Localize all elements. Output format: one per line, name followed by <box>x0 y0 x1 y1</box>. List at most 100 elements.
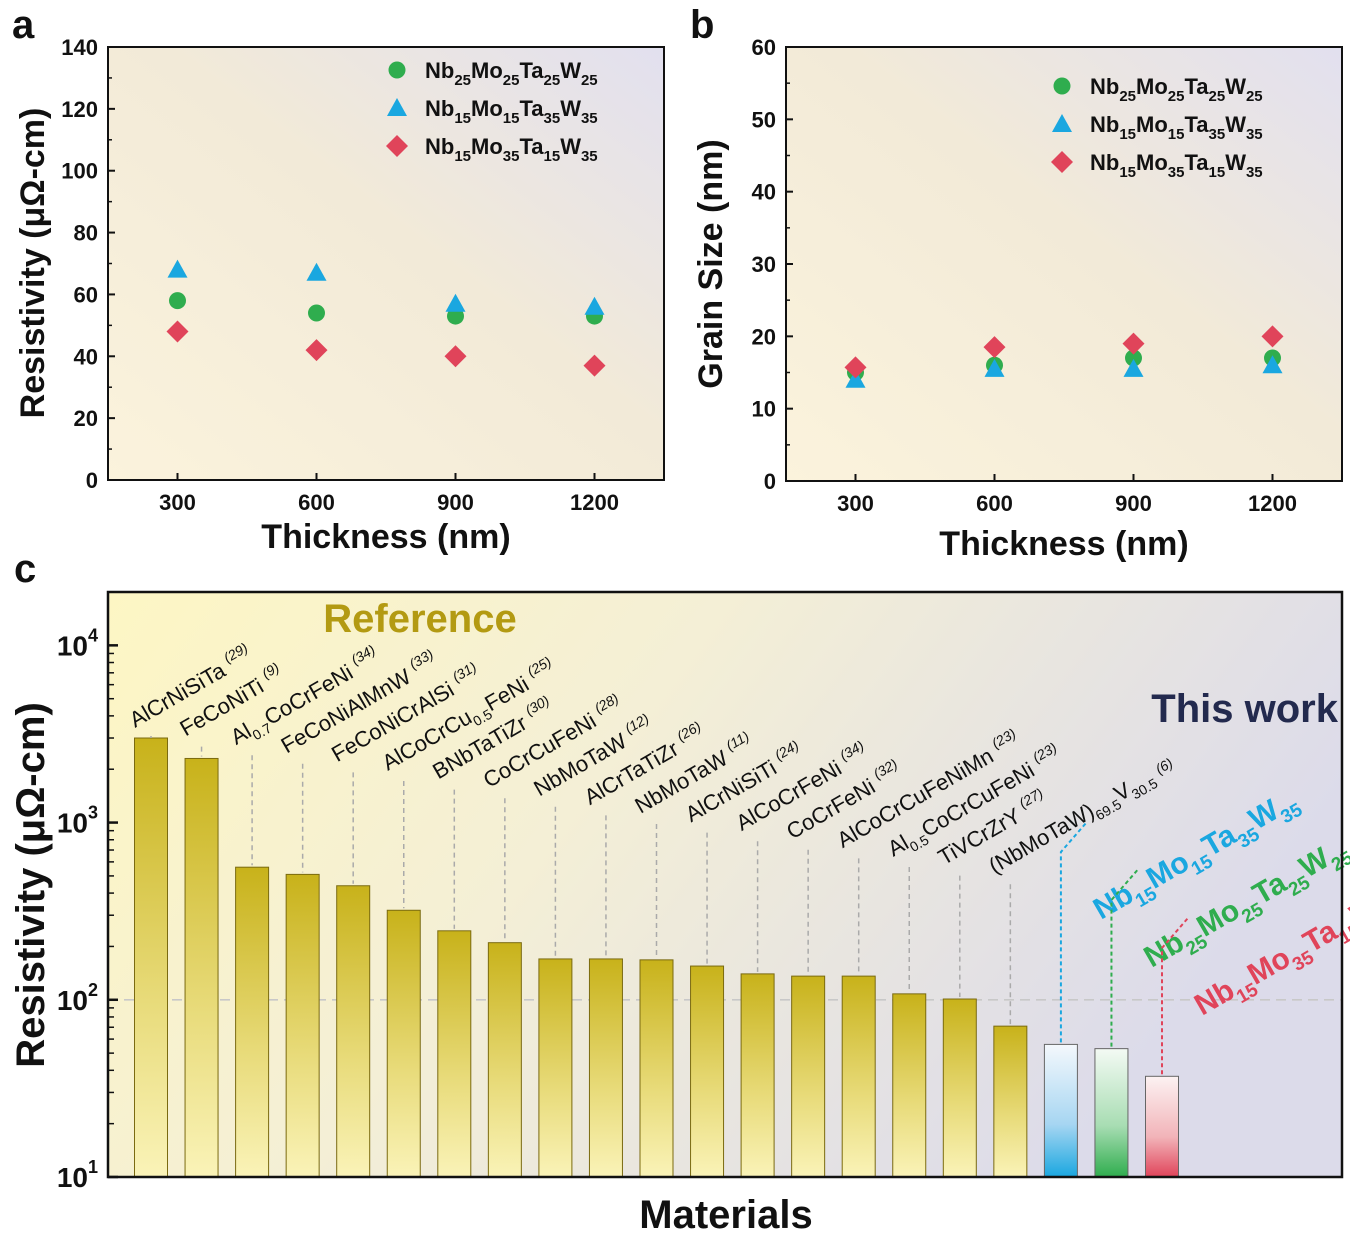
bar-bnbtatizr <box>437 930 472 1178</box>
legend-marker-circle <box>1053 77 1071 95</box>
panel-label-a: a <box>12 3 35 47</box>
y-tick-label: 30 <box>752 252 776 277</box>
bar-nb25mo25ta25w25 <box>1094 1048 1129 1178</box>
x-tick-label: 1200 <box>570 490 619 515</box>
legend-marker-diamond <box>386 135 408 157</box>
this-work-leader-line <box>1161 917 1189 1075</box>
bar-al0-5cocrcufeni <box>892 993 927 1178</box>
x-tick-label: 600 <box>298 490 335 515</box>
y-tick-label: 10 <box>752 397 776 422</box>
bar-feconialmnw <box>285 873 320 1178</box>
legend-marker-diamond <box>1051 151 1073 173</box>
bar-alcrnisita <box>134 737 168 1178</box>
point-triangle-1200nm <box>584 296 605 315</box>
panel-a-plot-area <box>107 46 665 481</box>
bar-nbmotaw <box>639 959 674 1178</box>
panel-a-ticks: 0 20 40 60 80 100 120 140 300 600 900 1200 <box>61 35 619 515</box>
reference-group-label: Reference <box>323 597 516 641</box>
bar-nbmotaw <box>538 958 573 1178</box>
y-tick-label: 0 <box>86 468 98 493</box>
y-tick-label: 50 <box>752 107 776 132</box>
y-tick-label: 104 <box>57 625 98 661</box>
y-tick-label: 0 <box>764 469 776 494</box>
bar-al0-7cocrfeni <box>235 866 270 1178</box>
y-tick-label: 100 <box>61 159 98 184</box>
legend-entry-label: Nb15Mo15Ta35W35 <box>1090 112 1263 143</box>
panel-c-ticks: 101 102 103 104 <box>57 591 118 1193</box>
point-diamond-300nm <box>166 320 189 343</box>
legend-entry-label: Nb15Mo35Ta15W35 <box>425 134 598 165</box>
panel-c-y-axis-label: Resistivity (μΩ-cm) <box>9 702 53 1068</box>
point-diamond-600nm <box>305 339 328 362</box>
legend-marker-triangle <box>1052 114 1072 132</box>
panel-label-b: b <box>690 3 714 47</box>
panel-b-legend: Nb25Mo25Ta25W25 Nb15Mo15Ta35W35 Nb15Mo35Ta… <box>1051 74 1263 181</box>
panel-c-x-axis-label: Materials <box>639 1193 812 1234</box>
panel-c-frame <box>106 590 1344 1179</box>
x-tick-label: 900 <box>437 490 474 515</box>
point-triangle-1200nm <box>1262 355 1283 374</box>
point-diamond-600nm <box>983 336 1006 359</box>
panel-a-y-axis-label: Resistivity (μΩ-cm) <box>14 108 52 419</box>
panel-a-x-axis-label: Thickness (nm) <box>261 518 510 556</box>
point-circle-900nm <box>447 307 464 325</box>
point-triangle-600nm <box>984 358 1005 377</box>
legend-entry-label: Nb25Mo25Ta25W25 <box>1090 74 1263 105</box>
point-diamond-1200nm <box>583 354 606 377</box>
panel-b-ticks: 0 10 20 30 40 50 60 300 600 900 1200 <box>752 35 1297 516</box>
panel-b-x-axis-label: Thickness (nm) <box>939 525 1188 563</box>
bar-alcocrcu0-5feni <box>386 909 421 1178</box>
point-triangle-300nm <box>167 259 188 278</box>
panel-b-grain-size-vs-thickness: 0 10 20 30 40 50 60 300 600 900 1200 Nb25Mo25Ta25W… <box>692 35 1343 563</box>
bar-cocrfeni <box>791 975 826 1178</box>
panel-c-bars <box>134 737 1179 1178</box>
point-diamond-900nm <box>1122 332 1145 355</box>
y-tick-label: 60 <box>752 35 776 60</box>
legend-entry-label: Nb25Mo25Ta25W25 <box>425 58 598 89</box>
x-tick-label: 1200 <box>1248 491 1297 516</box>
point-triangle-600nm <box>306 262 327 281</box>
y-tick-label: 101 <box>57 1157 98 1193</box>
point-triangle-900nm <box>1123 358 1144 377</box>
x-tick-label: 600 <box>976 491 1013 516</box>
bar-alcrnisiti <box>690 965 725 1178</box>
bar--nbmotaw-69-5v30-5 <box>993 1025 1028 1178</box>
panel-c-resistivity-comparison: AlCrNiSiTa(29)FeCoNiTi(9)Al0.7CoCrFeNi(3… <box>9 590 1350 1234</box>
panel-a-data-points <box>166 259 606 377</box>
bar-tivcrzry <box>942 998 977 1178</box>
point-triangle-900nm <box>445 293 466 312</box>
point-circle-600nm <box>308 304 325 322</box>
bar-alcrtatizr <box>588 958 623 1178</box>
y-tick-label: 120 <box>61 97 98 122</box>
bar-alcocrfeni <box>740 973 775 1178</box>
panel-label-c: c <box>14 547 36 591</box>
point-triangle-300nm <box>845 369 866 388</box>
legend-marker-triangle <box>387 98 407 116</box>
bar-alcocrcufenimn <box>841 975 876 1178</box>
panel-b-data-points <box>844 325 1284 388</box>
bar-cocrcufeni <box>487 942 522 1178</box>
y-tick-label: 103 <box>57 803 98 839</box>
panel-a-resistivity-vs-thickness: 0 20 40 60 80 100 120 140 300 600 900 1200 Nb25Mo25… <box>14 35 665 556</box>
bar-feconiti <box>184 757 219 1178</box>
legend-marker-circle <box>388 61 406 79</box>
legend-entry-label: Nb15Mo35Ta15W35 <box>1090 150 1263 181</box>
panel-a-legend: Nb25Mo25Ta25W25 Nb15Mo15Ta35W35 Nb15Mo35Ta… <box>386 58 598 165</box>
y-tick-label: 20 <box>752 324 776 349</box>
y-tick-label: 40 <box>752 180 776 205</box>
point-diamond-300nm <box>844 356 867 379</box>
y-tick-label: 80 <box>74 221 98 246</box>
bar-nb15mo15ta35w35 <box>1043 1043 1078 1178</box>
y-tick-label: 60 <box>74 282 98 307</box>
y-tick-label: 40 <box>74 344 98 369</box>
bar-feconicralsi <box>336 885 371 1178</box>
x-tick-label: 300 <box>159 490 196 515</box>
this-work-leader-line <box>1059 821 1088 1043</box>
panel-b-y-axis-label: Grain Size (nm) <box>692 139 730 388</box>
y-tick-label: 140 <box>61 35 98 60</box>
legend-entry-label: Nb15Mo15Ta35W35 <box>425 96 598 127</box>
point-circle-300nm <box>169 292 186 310</box>
this-work-group-label: This work <box>1151 687 1338 731</box>
x-tick-label: 900 <box>1115 491 1152 516</box>
